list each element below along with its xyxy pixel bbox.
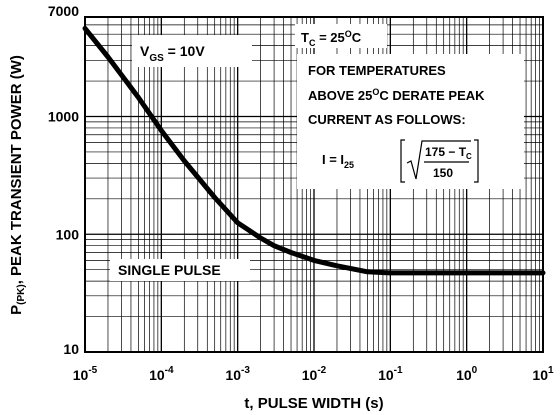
x-tick-labels: 10-5 10-4 10-3 10-2 10-1 100 101 (73, 365, 554, 383)
derate-formula: I = I25 175 − TC 150 (322, 139, 479, 183)
x-tick-label: 100 (456, 365, 478, 383)
x-tick-label: 101 (532, 365, 554, 383)
derate-line-2: ABOVE 25OC DERATE PEAK (308, 87, 485, 103)
y-tick-label: 100 (56, 226, 80, 242)
x-axis-label: t, PULSE WIDTH (s) (244, 395, 383, 412)
formula-radical (406, 140, 471, 180)
derate-note-box (297, 54, 524, 189)
vgs-label: VGS = 10V (140, 43, 205, 64)
y-tick-label: 1000 (48, 109, 79, 125)
y-tick-label: 10 (63, 341, 79, 357)
x-tick-label: 10-2 (302, 365, 327, 383)
derate-line-3: CURRENT AS FOLLOWS: (308, 112, 466, 127)
x-tick-label: 10-1 (378, 365, 403, 383)
x-tick-label: 10-5 (73, 365, 98, 383)
x-tick-label: 10-3 (225, 365, 250, 383)
x-tick-label: 10-4 (149, 365, 174, 383)
single-pulse-box (110, 259, 250, 281)
single-pulse-label: SINGLE PULSE (118, 262, 221, 278)
tc-label-box (295, 24, 387, 48)
y-axis-label: P(PK), PEAK TRANSIENT POWER (W) (8, 55, 27, 315)
formula-lhs: I = I25 (322, 152, 354, 170)
y-tick-label: 7000 (48, 3, 79, 19)
tc-label: TC = 25OC (301, 29, 362, 48)
derate-line-1: FOR TEMPERATURES (308, 63, 446, 78)
formula-bracket-right (474, 139, 479, 183)
y-tick-labels: 10 100 1000 7000 (48, 3, 79, 357)
formula-numerator: 175 − TC (425, 145, 472, 161)
formula-bracket-left (400, 139, 405, 183)
vgs-label-box (132, 35, 252, 67)
formula-denominator: 150 (433, 166, 453, 180)
series-line (82, 25, 546, 276)
plot-frame (84, 16, 544, 353)
